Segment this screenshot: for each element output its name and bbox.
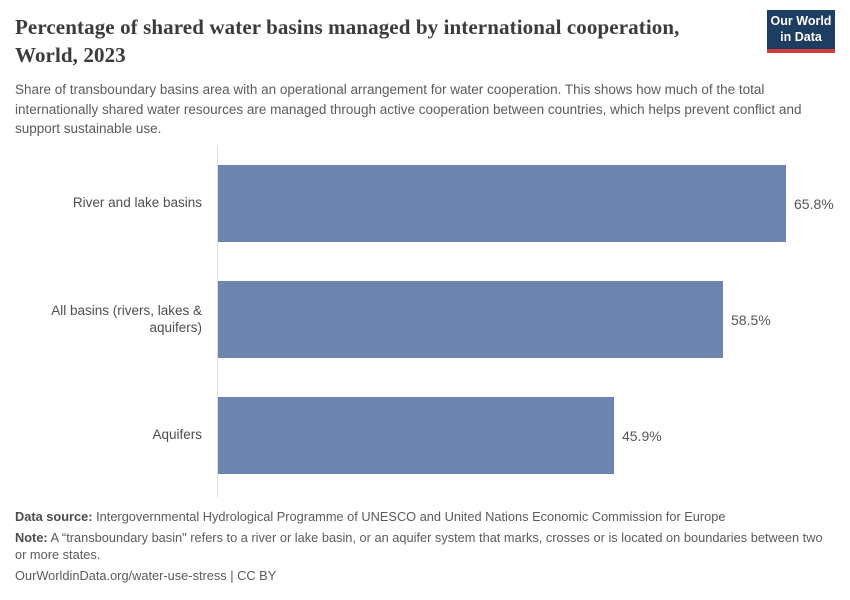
bar-row: Aquifers 45.9% (0, 397, 850, 474)
data-source-text: Intergovernmental Hydrological Programme… (92, 509, 726, 524)
citation-line: OurWorldinData.org/water-use-stress | CC… (15, 567, 277, 583)
data-source-label: Data source: (15, 509, 93, 524)
data-source-line: Data source: Intergovernmental Hydrologi… (15, 508, 835, 526)
bar-category-label: All basins (rivers, lakes & aquifers) (51, 302, 202, 335)
bar-track: 65.8% (218, 165, 850, 242)
bar-rows: River and lake basins 65.8% All basins (ri… (0, 165, 850, 474)
bar-category-label: River and lake basins (72, 195, 202, 211)
bar-value-label: 58.5% (731, 311, 771, 328)
bar-value-label: 65.8% (794, 195, 834, 212)
note-text: A “transboundary basin" refers to a rive… (15, 529, 823, 563)
y-axis-line (217, 145, 218, 497)
bar-row: River and lake basins 65.8% (0, 165, 850, 242)
bar-row: All basins (rivers, lakes & aquifers) 58.… (0, 281, 850, 358)
owid-logo-line1: Our World (770, 14, 832, 29)
page-subtitle: Share of transboundary basins area with … (15, 82, 802, 136)
header: Percentage of shared water basins manage… (15, 10, 835, 138)
bar-chart: River and lake basins 65.8% All basins (ri… (0, 145, 850, 497)
bar[interactable] (218, 165, 786, 242)
bar-track: 58.5% (218, 281, 850, 358)
bar-category-label: Aquifers (152, 427, 202, 443)
note-label: Note: (15, 529, 48, 545)
bar[interactable] (218, 397, 614, 474)
bar[interactable] (218, 281, 723, 358)
footer: Data source: Intergovernmental Hydrologi… (15, 508, 835, 585)
note-line: Note: A “transboundary basin" refers to … (15, 529, 835, 564)
bar-track: 45.9% (218, 397, 850, 474)
owid-logo-line2: in Data (780, 29, 822, 44)
owid-logo[interactable]: Our World in Data (767, 10, 835, 53)
bar-value-label: 45.9% (622, 427, 662, 444)
page-title: Percentage of shared water basins manage… (15, 15, 680, 67)
